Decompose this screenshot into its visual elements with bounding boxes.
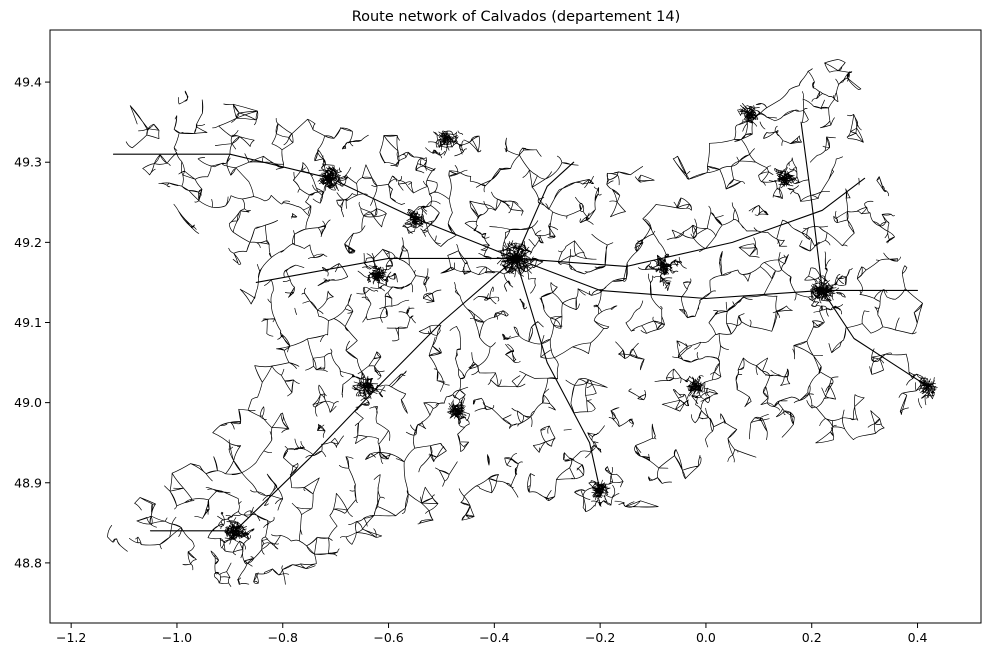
major-road	[800, 121, 929, 388]
urban-area	[775, 167, 795, 187]
chart-title: Route network of Calvados (departement 1…	[352, 9, 681, 25]
y-axis: 48.8 48.9 49.0 49.1 49.2 49.3 49.4	[14, 75, 50, 570]
y-tick-label: 48.9	[14, 475, 42, 490]
minor-roads	[107, 59, 935, 587]
major-road	[514, 257, 919, 300]
major-road	[514, 161, 575, 259]
urban-areas	[224, 103, 938, 545]
urban-area	[357, 375, 379, 397]
urban-area	[918, 376, 938, 399]
urban-area	[591, 482, 611, 502]
urban-area	[224, 517, 250, 545]
urban-area	[688, 376, 705, 397]
y-tick-label: 49.1	[14, 315, 42, 330]
urban-area	[404, 206, 424, 229]
urban-area	[737, 103, 760, 125]
x-tick-label: 0.0	[696, 630, 716, 645]
x-tick-label: −0.8	[268, 630, 298, 645]
urban-area	[447, 399, 466, 419]
y-tick-label: 49.2	[14, 235, 42, 250]
route-network	[107, 59, 935, 587]
x-tick-label: −0.6	[373, 630, 403, 645]
x-tick-label: −1.2	[56, 630, 86, 645]
x-tick-label: −0.4	[479, 630, 509, 645]
y-tick-label: 49.0	[14, 395, 42, 410]
x-tick-label: −1.0	[162, 630, 192, 645]
y-tick-label: 49.3	[14, 155, 42, 170]
y-tick-label: 48.8	[14, 555, 42, 570]
major-road	[255, 257, 517, 283]
plot-frame	[49, 29, 982, 624]
major-road	[234, 257, 517, 532]
x-tick-label: 0.4	[908, 630, 928, 645]
urban-area	[438, 131, 458, 151]
urban-area	[317, 165, 346, 191]
major-road	[514, 257, 601, 492]
urban-area	[369, 266, 386, 283]
urban-area	[810, 277, 837, 302]
y-tick-label: 49.4	[14, 75, 42, 90]
urban-area	[496, 240, 534, 278]
x-tick-label: −0.2	[585, 630, 615, 645]
x-axis: −1.2 −1.0 −0.8 −0.6 −0.4 −0.2 0.0 0.2 0.4	[56, 623, 928, 645]
x-tick-label: 0.2	[802, 630, 822, 645]
urban-area	[652, 258, 673, 276]
major-road	[112, 153, 866, 267]
